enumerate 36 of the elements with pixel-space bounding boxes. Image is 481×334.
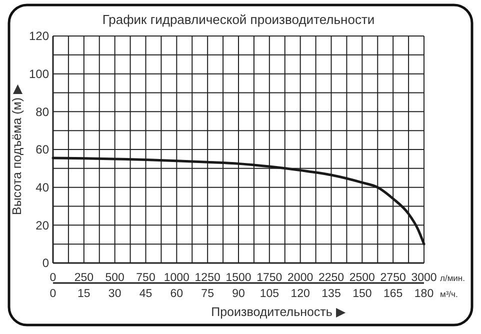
x-tick-label: 750	[136, 272, 156, 284]
x-tick-label: 1500	[226, 272, 252, 284]
x-tick-label: 2500	[349, 272, 375, 284]
x-tick-label: 1000	[164, 272, 190, 284]
x2-tick-label: 60	[170, 288, 184, 300]
x-tick-label: 500	[105, 272, 124, 284]
text: л/мин.	[440, 273, 465, 283]
x-tick-label: 2750	[380, 272, 406, 284]
y-tick-label: 0	[42, 256, 50, 270]
x2-tick-label: 180	[414, 288, 434, 300]
x-tick-label: 250	[74, 272, 94, 284]
chart-title: График гидравлической производительности	[102, 12, 375, 27]
y-axis-title: Высота подъёма (м) ▶	[10, 84, 24, 216]
x2-tick-label: 90	[232, 288, 245, 300]
x2-tick-label: 165	[383, 288, 403, 300]
x-axis-title: Производительность ▶	[211, 305, 346, 319]
x2-tick-label: 75	[201, 288, 214, 300]
x2-tick-label: 105	[260, 288, 280, 300]
y-tick-label: 80	[36, 104, 50, 119]
x-tick-label: 1250	[194, 272, 220, 284]
x-tick-label: 2000	[288, 272, 314, 284]
x2-tick-label: 30	[108, 288, 122, 300]
x2-tick-label: 15	[78, 288, 90, 300]
x2-tick-label: 120	[290, 288, 310, 300]
y-tick-label: 120	[28, 29, 50, 44]
x2-tick-label: 45	[139, 288, 152, 300]
x-tick-label: 1750	[256, 272, 282, 284]
x-tick-label: 2250	[318, 272, 344, 284]
text: м³/ч.	[440, 289, 458, 299]
y-tick-label: 40	[36, 180, 50, 195]
x-tick-label: 3000	[411, 272, 437, 284]
y-tick-label: 20	[36, 218, 50, 232]
y-tick-label: 100	[28, 67, 50, 82]
x2-tick-label: 135	[322, 288, 341, 300]
y-tick-label: 60	[36, 142, 50, 157]
x2-tick-label: 150	[352, 288, 372, 300]
